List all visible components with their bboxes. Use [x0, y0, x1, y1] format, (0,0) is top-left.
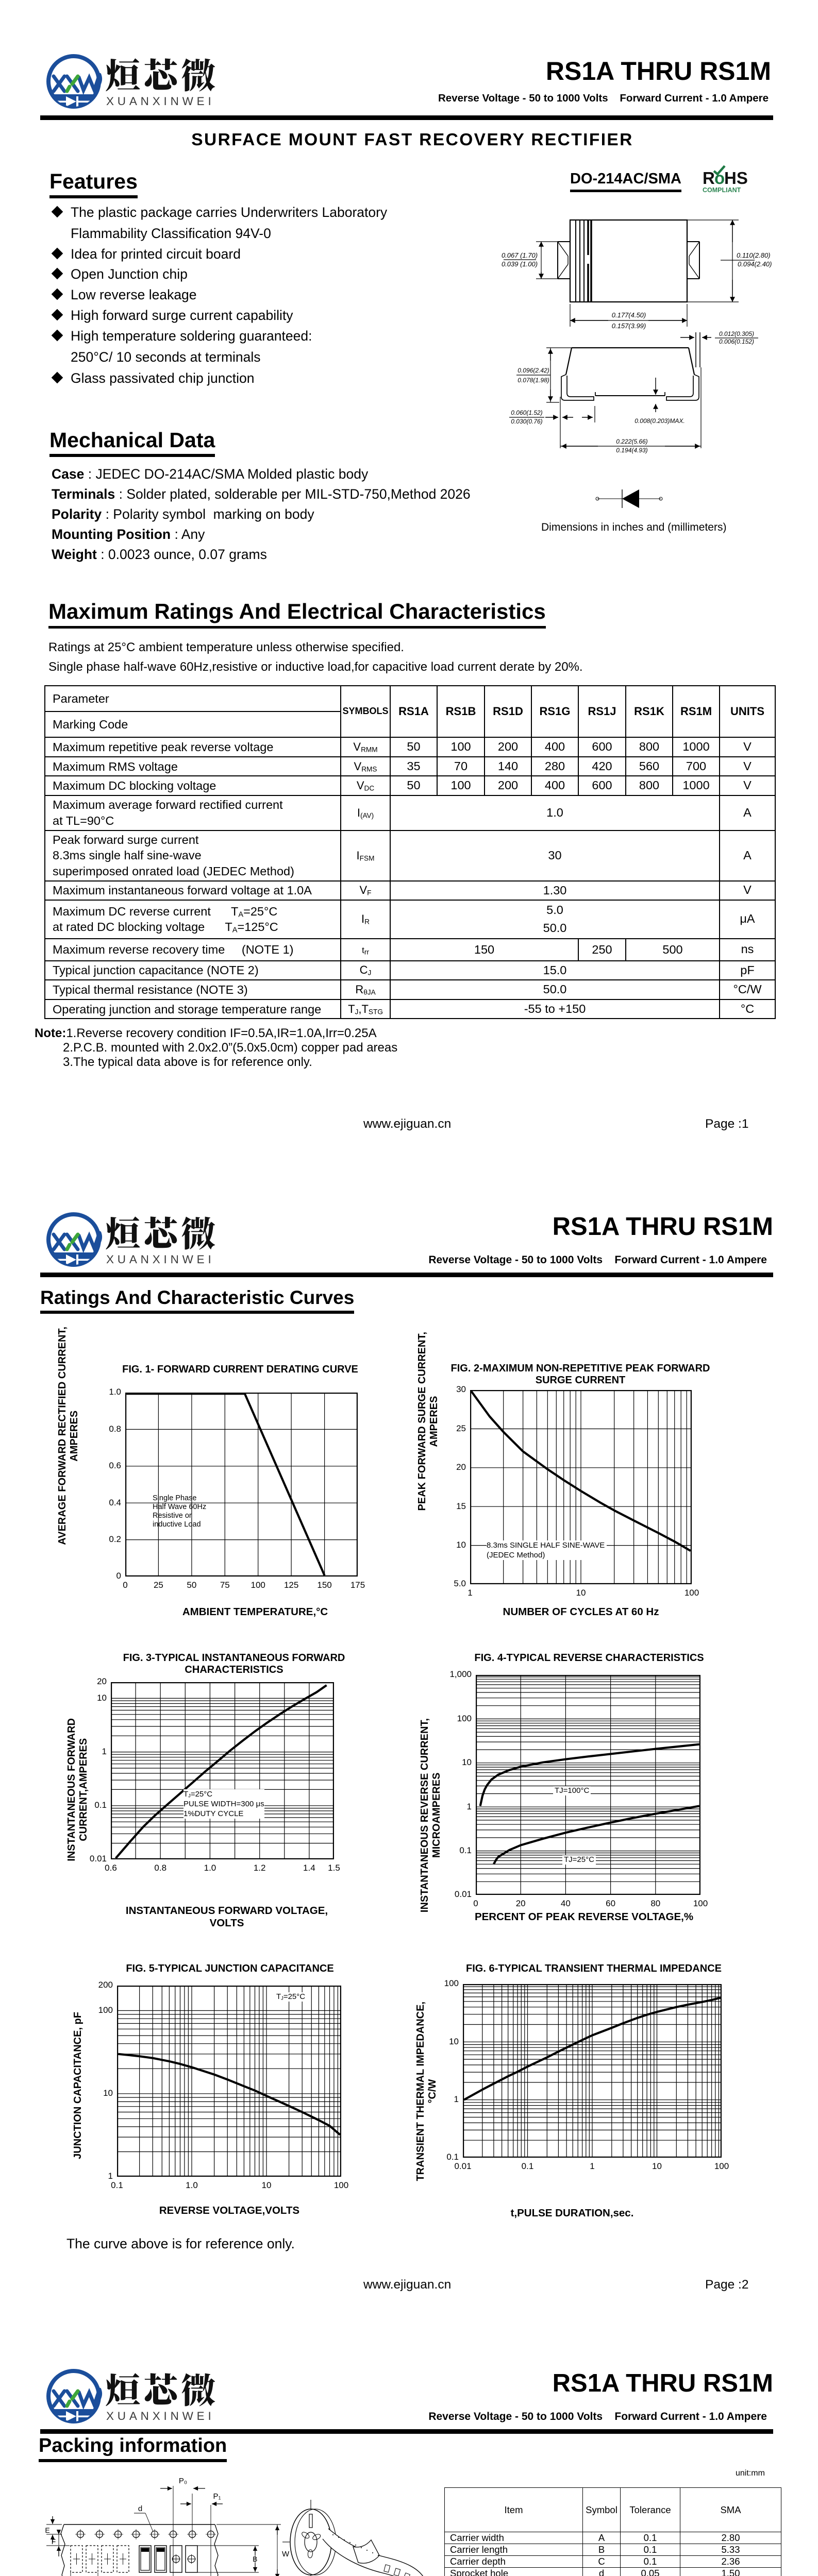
svg-text:0.094(2.40): 0.094(2.40)	[738, 260, 772, 268]
svg-text:0.222(5.66): 0.222(5.66)	[616, 438, 647, 445]
svg-text:R: R	[703, 168, 715, 188]
svg-text:0.039 (1.00): 0.039 (1.00)	[502, 260, 538, 268]
svg-text:0.157(3.99): 0.157(3.99)	[612, 322, 646, 330]
svg-text:0.006(0.152): 0.006(0.152)	[719, 338, 754, 345]
svg-text:COMPLIANT: COMPLIANT	[703, 187, 741, 194]
svg-text:HS: HS	[724, 168, 748, 188]
svg-text:B: B	[253, 2555, 257, 2563]
svg-text:0.008(0.203)MAX.: 0.008(0.203)MAX.	[635, 417, 685, 425]
svg-text:XUANXINWEI: XUANXINWEI	[106, 1253, 215, 1266]
svg-text:0.078(1.98): 0.078(1.98)	[517, 377, 549, 384]
svg-text:P₁: P₁	[213, 2492, 221, 2501]
svg-text:F: F	[52, 2537, 56, 2546]
svg-text:W: W	[282, 2550, 290, 2558]
svg-text:d: d	[138, 2504, 142, 2513]
svg-text:0.060(1.52): 0.060(1.52)	[511, 409, 542, 416]
svg-text:0.067 (1.70): 0.067 (1.70)	[502, 251, 538, 259]
svg-text:XUANXINWEI: XUANXINWEI	[106, 95, 215, 108]
svg-text:0.177(4.50): 0.177(4.50)	[612, 311, 646, 319]
svg-text:XUANXINWEI: XUANXINWEI	[106, 2410, 215, 2422]
svg-text:0.030(0.76): 0.030(0.76)	[511, 418, 542, 425]
svg-text:0.096(2.42): 0.096(2.42)	[517, 367, 549, 374]
svg-text:0.194(4.93): 0.194(4.93)	[616, 447, 647, 454]
svg-text:0.110(2.80): 0.110(2.80)	[737, 251, 771, 259]
svg-text:0.012(0.305): 0.012(0.305)	[719, 330, 754, 337]
svg-text:E: E	[45, 2526, 49, 2534]
svg-text:P₀: P₀	[179, 2477, 187, 2485]
